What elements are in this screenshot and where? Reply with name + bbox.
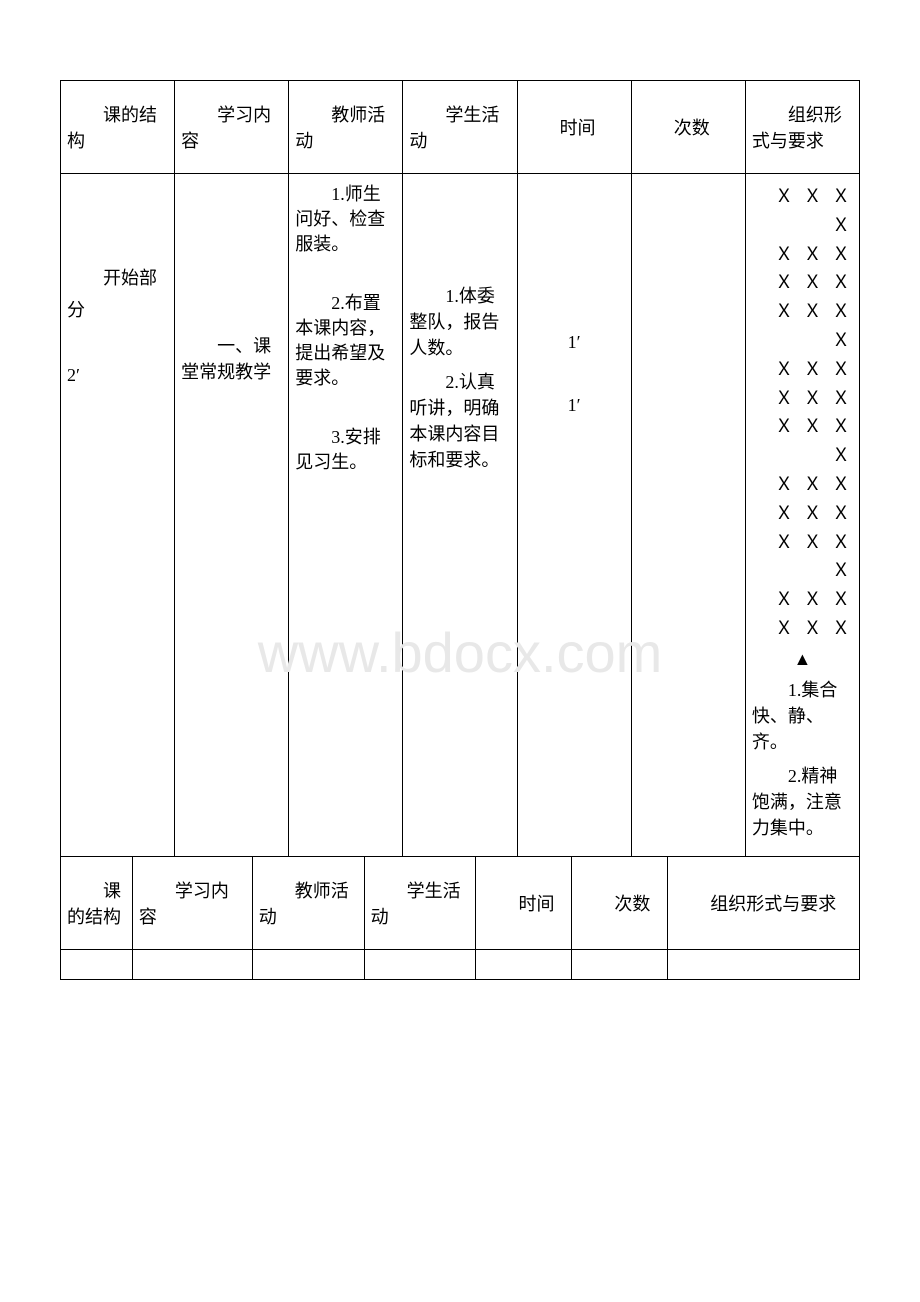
table-header-row: 课的结构 学习内容 教师活动 学生活动 时间 次数 组织形式与要求 [61,81,860,174]
header-label: 课的结构 [67,101,168,153]
cell-learning-content: 一、课堂常规教学 [175,174,289,857]
cell-student-activity: 1.体委整队，报告人数。 2.认真听讲，明确本课内容目标和要求。 [403,174,517,857]
learning-content-text: 一、课堂常规教学 [181,332,282,384]
header-structure-2: 课的结构 [61,856,133,949]
teacher-activity-1: 1.师生问好、检查服装。 [295,182,396,258]
header-org-2: 组织形式与要求 [668,856,860,949]
header-student: 学生活动 [403,81,517,174]
empty-cell [572,949,668,979]
student-activity-2: 2.认真听讲，明确本课内容目标和要求。 [409,368,510,472]
formation-line: Ｘ Ｘ Ｘ Ｘ Ｘ Ｘ [752,355,853,413]
header-content: 学习内容 [175,81,289,174]
header-label: 学生活动 [409,101,510,153]
header-content-2: 学习内容 [132,856,252,949]
header-label: 教师活动 [295,101,396,153]
table-content-row: 开始部分 2′ 一、课堂常规教学 1.师生问好、检查服装。 2.布置本课内容，提… [61,174,860,857]
cell-time: 1′ 1′ [517,174,631,857]
formation-line: Ｘ Ｘ Ｘ Ｘ [752,412,853,470]
header-count-2: 次数 [572,856,668,949]
header-label: 组织形式与要求 [752,101,853,153]
table-empty-row [61,949,860,979]
formation-line: Ｘ Ｘ Ｘ Ｘ [752,297,853,355]
teacher-position-icon: ▲ [752,649,853,670]
header-label: 学生活动 [371,877,470,929]
cell-structure: 开始部分 2′ [61,174,175,857]
formation-line: Ｘ Ｘ Ｘ Ｘ Ｘ Ｘ [752,240,853,298]
cell-count [631,174,745,857]
header-label: 次数 [578,890,661,916]
header-label: 学习内容 [181,101,282,153]
time-1: 1′ [524,332,625,353]
header-student-2: 学生活动 [364,856,476,949]
header-time-2: 时间 [476,856,572,949]
header-count: 次数 [631,81,745,174]
header-teacher: 教师活动 [289,81,403,174]
empty-cell [668,949,860,979]
header-label: 时间 [524,114,625,140]
header-label: 时间 [482,890,565,916]
requirement-2: 2.精神饱满，注意力集中。 [752,762,853,840]
formation-line: Ｘ Ｘ Ｘ Ｘ [752,528,853,586]
header-label: 学习内容 [139,877,246,929]
empty-cell [252,949,364,979]
header-label: 课的结构 [67,877,126,929]
lesson-plan-table-1: 课的结构 学习内容 教师活动 学生活动 时间 次数 组织形式与要求 开始部分 2… [60,80,860,857]
requirement-1: 1.集合快、静、齐。 [752,676,853,754]
teacher-activity-3: 3.安排见习生。 [295,425,396,475]
student-activity-1: 1.体委整队，报告人数。 [409,282,510,360]
header-label: 教师活动 [259,877,358,929]
cell-org-req: Ｘ Ｘ Ｘ Ｘ Ｘ Ｘ Ｘ Ｘ Ｘ Ｘ Ｘ Ｘ Ｘ Ｘ Ｘ Ｘ Ｘ Ｘ Ｘ Ｘ … [745,174,859,857]
empty-cell [61,949,133,979]
lesson-plan-table-2: 课的结构 学习内容 教师活动 学生活动 时间 次数 组织形式与要求 [60,856,860,980]
formation-line: Ｘ Ｘ Ｘ Ｘ [752,182,853,240]
header-org: 组织形式与要求 [745,81,859,174]
structure-time: 2′ [67,365,80,385]
cell-teacher-activity: 1.师生问好、检查服装。 2.布置本课内容，提出希望及要求。 3.安排见习生。 [289,174,403,857]
document-page: www.bdocx.com 课的结构 学习内容 教师活动 学生活动 时间 次数 … [60,80,860,980]
time-2: 1′ [524,395,625,416]
header-time: 时间 [517,81,631,174]
header-label: 次数 [638,114,739,140]
teacher-activity-2: 2.布置本课内容，提出希望及要求。 [295,291,396,392]
table-header-row-2: 课的结构 学习内容 教师活动 学生活动 时间 次数 组织形式与要求 [61,856,860,949]
formation-line: Ｘ Ｘ Ｘ Ｘ Ｘ Ｘ [752,585,853,643]
formation-line: Ｘ Ｘ Ｘ Ｘ Ｘ Ｘ [752,470,853,528]
empty-cell [364,949,476,979]
structure-title: 开始部分 [67,262,168,327]
header-teacher-2: 教师活动 [252,856,364,949]
empty-cell [132,949,252,979]
empty-cell [476,949,572,979]
header-label: 组织形式与要求 [674,890,853,916]
header-structure: 课的结构 [61,81,175,174]
